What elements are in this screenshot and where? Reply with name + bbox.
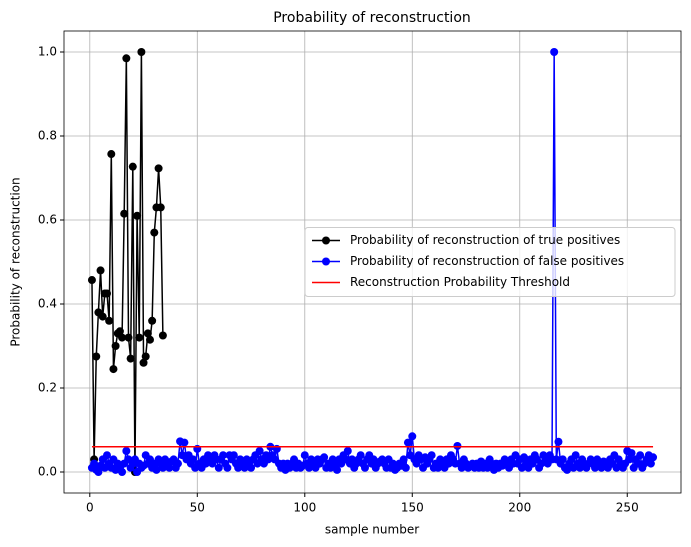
data-point (118, 333, 127, 342)
data-point (554, 437, 563, 446)
data-point (139, 358, 148, 367)
data-point (550, 48, 559, 56)
x-tick-label: 0 (86, 501, 94, 515)
data-point (399, 455, 408, 464)
data-point (135, 333, 144, 342)
data-point (154, 164, 163, 173)
data-point (145, 335, 154, 344)
data-point (180, 438, 189, 447)
data-point (143, 329, 152, 338)
data-point (427, 451, 436, 460)
data-point (133, 211, 142, 220)
data-point (122, 447, 131, 455)
data-point (122, 54, 131, 63)
data-point (111, 342, 120, 350)
data-point (137, 48, 146, 56)
data-point (563, 465, 572, 474)
chart-title: Probability of reconstruction (273, 10, 471, 26)
data-point (300, 451, 309, 460)
data-point (188, 455, 197, 464)
data-point (94, 468, 103, 476)
data-point (87, 276, 96, 285)
data-point (214, 463, 223, 472)
data-point (627, 449, 636, 458)
data-point (558, 455, 567, 464)
y-tick-label: 1.0 (38, 45, 57, 59)
y-axis-label: Probability of reconstruction (9, 177, 23, 346)
data-point (150, 228, 159, 237)
data-point (165, 463, 174, 472)
data-point (219, 451, 228, 460)
legend-marker (322, 236, 330, 245)
data-point (520, 453, 529, 462)
y-tick-label: 0.2 (38, 381, 57, 395)
x-tick-label: 100 (293, 501, 316, 515)
data-point (118, 468, 127, 476)
data-point (571, 451, 580, 460)
plot-frame (63, 30, 682, 494)
data-point (646, 459, 655, 468)
data-point (401, 463, 410, 472)
data-point (255, 447, 264, 455)
data-point (403, 438, 412, 447)
data-point (223, 463, 232, 472)
x-tick-label: 250 (616, 501, 639, 515)
x-axis-label: sample number (325, 523, 419, 537)
data-point (625, 455, 634, 464)
data-point (408, 432, 417, 441)
data-point (105, 316, 114, 325)
y-tick-label: 0.0 (38, 465, 57, 479)
legend-marker (322, 257, 330, 266)
x-tick-label: 150 (401, 501, 424, 515)
data-point (333, 465, 342, 474)
data-point (90, 459, 99, 468)
data-point (124, 333, 133, 342)
data-point (98, 312, 107, 321)
x-tick-label: 200 (508, 501, 531, 515)
legend-label: Probability of reconstruction of true po… (350, 233, 620, 247)
data-point (152, 465, 161, 474)
legend-box (304, 227, 676, 297)
data-point (141, 352, 150, 361)
data-point (247, 463, 256, 472)
data-point (343, 447, 352, 455)
y-tick-label: 0.6 (38, 213, 57, 227)
data-point (320, 453, 329, 462)
data-point (92, 352, 101, 361)
data-point (156, 203, 165, 212)
data-point (107, 150, 116, 159)
data-point (102, 451, 111, 460)
data-point (109, 365, 118, 374)
data-point (126, 354, 135, 363)
data-point (120, 209, 129, 218)
data-point (356, 451, 365, 460)
data-point (148, 316, 157, 325)
y-tick-label: 0.4 (38, 297, 57, 311)
data-point (453, 441, 462, 450)
data-point (102, 289, 111, 298)
data-point (173, 459, 182, 468)
data-point (636, 451, 645, 460)
y-tick-label: 0.8 (38, 129, 57, 143)
data-point (360, 463, 369, 472)
legend-label: Probability of reconstruction of false p… (350, 254, 624, 268)
data-point (128, 162, 137, 171)
x-tick-label: 50 (190, 501, 205, 515)
data-point (115, 327, 124, 336)
data-point (158, 331, 167, 340)
data-point (96, 266, 105, 275)
series-line (91, 51, 164, 473)
data-point (649, 453, 658, 462)
data-point (229, 451, 238, 460)
legend-label: Reconstruction Probability Threshold (350, 275, 570, 289)
